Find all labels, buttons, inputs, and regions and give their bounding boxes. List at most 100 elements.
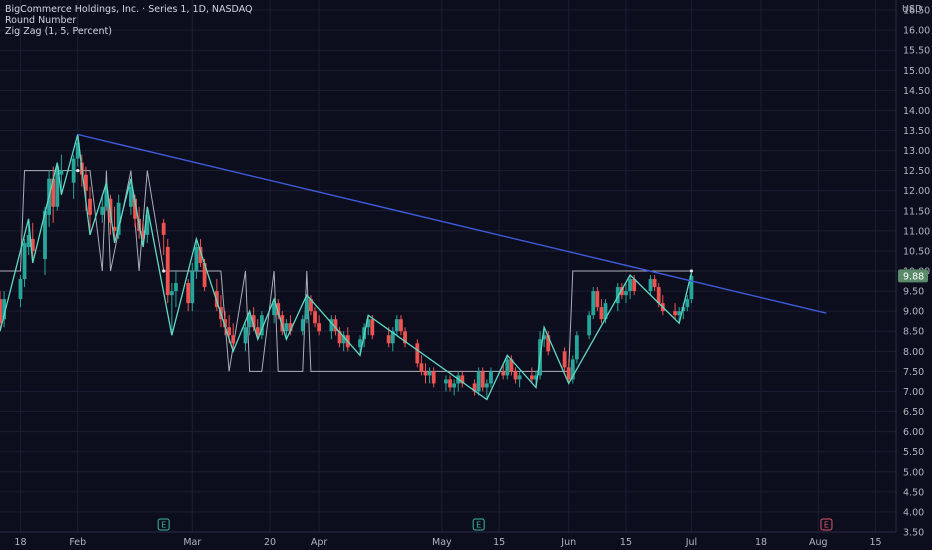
trendline-layer[interactable] — [77, 133, 827, 314]
candle-body — [51, 178, 56, 207]
candle-body — [619, 287, 624, 296]
candle-up — [71, 154, 76, 199]
earnings-marker-letter: E — [161, 521, 166, 530]
price-axis[interactable]: 3.50 4.00 4.50 5.00 5.50 6.00 6.50 7.00 7.50 8.00… — [895, 0, 930, 539]
candle-down — [652, 275, 657, 292]
candle-body — [415, 343, 420, 364]
candle-body — [587, 315, 592, 336]
candle-down — [255, 319, 260, 340]
grid-layer — [0, 0, 896, 533]
candle-body — [476, 371, 481, 392]
candle-down — [562, 347, 567, 372]
candle-up — [452, 379, 457, 396]
time-tick-label: 15 — [493, 537, 505, 548]
candle-body — [529, 375, 534, 380]
candle-body — [88, 198, 92, 215]
last-price-badge: 9.88 — [898, 269, 928, 283]
candle-body — [161, 222, 166, 235]
candle-up — [43, 206, 47, 276]
candle-body — [247, 315, 252, 328]
earnings-marker-box — [157, 518, 170, 531]
candle-down — [460, 371, 465, 388]
candle-body — [26, 234, 31, 247]
trendline[interactable] — [77, 133, 827, 314]
price-tick-label: 8.00 — [903, 347, 924, 358]
candle-up — [284, 319, 289, 340]
candle-up — [190, 262, 195, 312]
candle-body — [329, 319, 334, 332]
candle-up — [574, 331, 579, 364]
candle-body — [2, 299, 6, 320]
earnings-marker[interactable]: E — [472, 518, 485, 531]
candle-down — [501, 363, 506, 380]
candle-up — [505, 355, 510, 380]
candle-body — [652, 279, 657, 288]
candle-body — [358, 339, 362, 348]
candle-body — [317, 323, 322, 332]
candle-body — [677, 311, 682, 316]
candle-body — [648, 279, 653, 292]
candle-body — [300, 319, 305, 332]
legend-title[interactable]: BigCommerce Holdings, Inc. · Series 1, 1… — [5, 4, 253, 15]
candle-body — [223, 319, 227, 328]
time-tick-label: Jul — [685, 537, 697, 548]
candle-up — [476, 367, 481, 396]
candle-body — [202, 262, 207, 288]
candle-body — [30, 238, 35, 251]
candle-body — [309, 299, 313, 312]
candle-down — [51, 166, 56, 223]
candle-body — [472, 383, 477, 392]
candle-up — [18, 275, 23, 308]
candle-body — [169, 291, 174, 296]
candle-up — [648, 275, 653, 296]
candle-body — [480, 371, 485, 388]
candle-down — [403, 327, 407, 348]
candle-body — [259, 315, 264, 336]
candle-body — [341, 335, 346, 344]
candle-body — [460, 375, 465, 384]
price-tick-label: 8.50 — [903, 327, 924, 338]
candle-up — [243, 323, 248, 352]
candle-body — [419, 363, 424, 372]
legend-indicator-round-number[interactable]: Round Number — [5, 15, 76, 26]
time-ticks: 18 Feb Mar 20 Apr May 15 Jun 15 Jul 18 Aug 15 — [14, 537, 881, 548]
candle-body — [43, 210, 47, 259]
candle-up — [685, 295, 690, 312]
earnings-marker[interactable]: E — [157, 518, 170, 531]
candle-body — [280, 315, 285, 332]
candle-up — [366, 315, 371, 336]
candle-body — [100, 206, 105, 215]
legend-indicator-zigzag[interactable]: Zig Zag (1, 5, Percent) — [5, 26, 112, 37]
time-tick-label: Feb — [69, 537, 86, 548]
candle-up — [628, 275, 632, 300]
chart-legend[interactable]: BigCommerce Holdings, Inc. · Series 1, 1… — [5, 4, 253, 37]
price-tick-label: 15.00 — [903, 66, 930, 77]
candle-down — [480, 367, 485, 392]
candle-body — [570, 359, 575, 380]
candle-up — [300, 315, 305, 336]
candle-down — [231, 323, 236, 352]
candle-body — [194, 246, 199, 272]
candle-up — [677, 307, 682, 324]
candle-down — [370, 315, 375, 340]
candle-body — [18, 279, 23, 300]
candle-body — [685, 299, 690, 308]
candle-body — [513, 371, 518, 380]
price-tick-label: 7.00 — [903, 387, 924, 398]
candle-body — [656, 287, 661, 304]
candle-body — [599, 307, 604, 320]
candle-down — [595, 287, 600, 312]
candle-up — [689, 273, 694, 304]
candle-body — [284, 323, 289, 332]
candle-body — [214, 291, 219, 308]
time-axis[interactable]: 18 Feb Mar 20 Apr May 15 Jun 15 Jul 18 Aug 15 — [0, 531, 896, 548]
candle-body — [104, 190, 109, 207]
time-tick-label: Apr — [311, 537, 328, 548]
candle-up — [2, 291, 6, 328]
earnings-marker[interactable]: E — [820, 518, 833, 531]
candle-up — [587, 311, 592, 340]
candle-body — [55, 166, 60, 207]
candle-body — [84, 174, 88, 191]
candle-body — [574, 335, 579, 360]
